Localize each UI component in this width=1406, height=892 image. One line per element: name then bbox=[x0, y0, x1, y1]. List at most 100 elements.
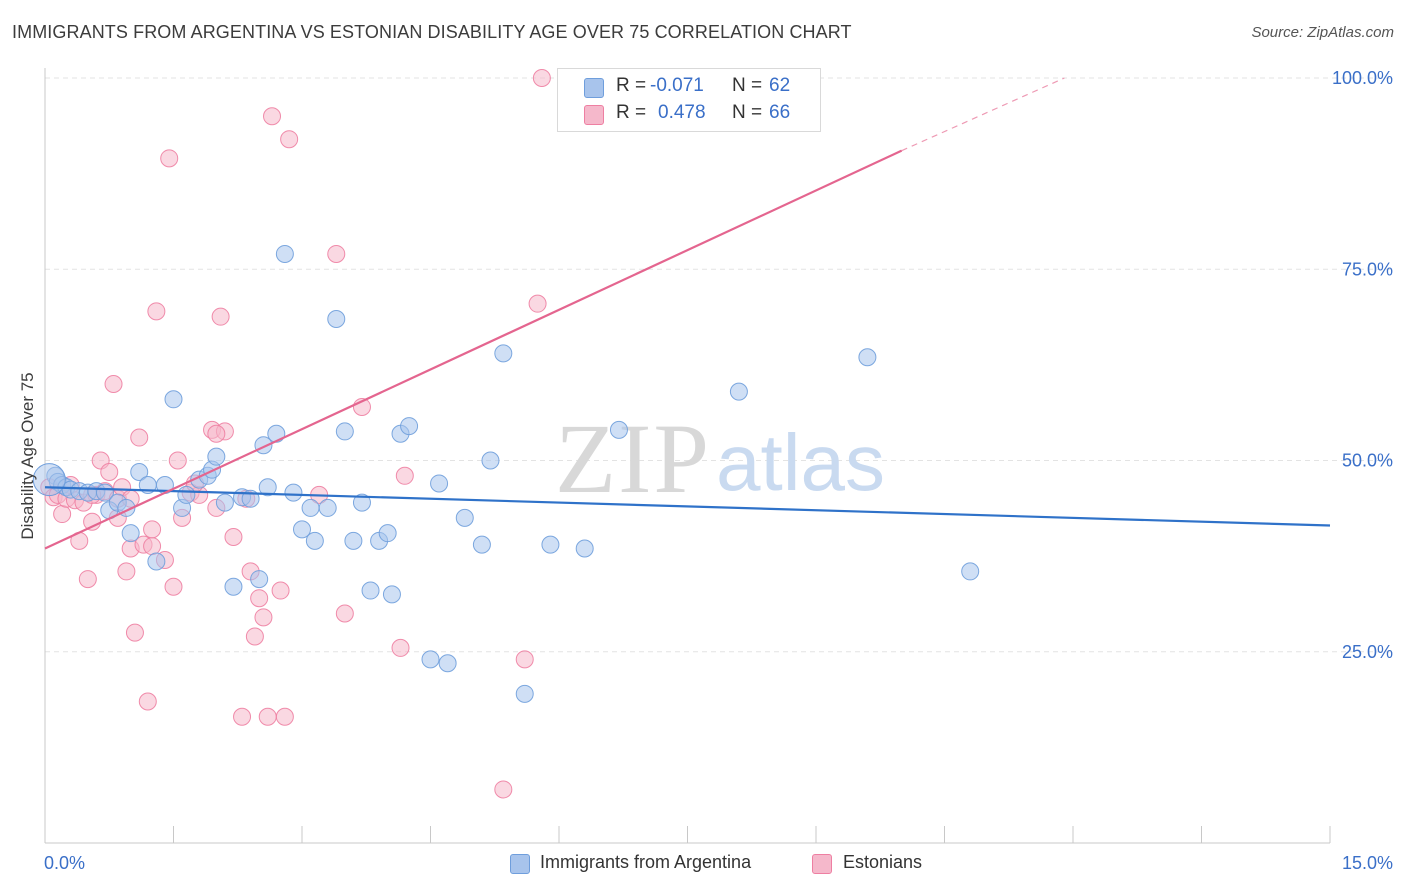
point-estonians bbox=[275, 707, 294, 726]
y-axis-label: Disability Age Over 75 bbox=[18, 372, 37, 539]
point-argentina bbox=[215, 493, 234, 512]
trend-line-estonians-extension bbox=[901, 77, 1065, 152]
point-estonians bbox=[138, 692, 157, 711]
x-tick-label: 15.0% bbox=[1342, 853, 1393, 873]
point-estonians bbox=[395, 466, 414, 485]
point-argentina bbox=[541, 535, 560, 554]
point-argentina bbox=[382, 585, 401, 604]
point-estonians bbox=[233, 707, 252, 726]
x-tick-label: 0.0% bbox=[44, 853, 85, 873]
point-estonians bbox=[528, 294, 547, 313]
point-estonians bbox=[143, 537, 162, 556]
point-estonians bbox=[147, 302, 166, 321]
point-estonians bbox=[263, 107, 282, 126]
point-estonians bbox=[515, 650, 534, 669]
point-argentina bbox=[352, 493, 371, 512]
point-argentina bbox=[121, 524, 140, 543]
point-estonians bbox=[207, 424, 226, 443]
point-argentina bbox=[430, 474, 449, 493]
point-estonians bbox=[100, 462, 119, 481]
watermark-zip: ZIP bbox=[555, 403, 711, 514]
point-argentina bbox=[515, 684, 534, 703]
legend-n-label: N = bbox=[732, 102, 763, 123]
point-estonians bbox=[254, 608, 273, 627]
point-estonians bbox=[245, 627, 264, 646]
point-estonians bbox=[160, 149, 179, 168]
watermark-atlas: atlas bbox=[716, 418, 885, 507]
point-estonians bbox=[532, 69, 551, 87]
legend-r-value: -0.071 bbox=[650, 75, 704, 96]
point-argentina bbox=[455, 508, 474, 527]
point-argentina bbox=[258, 478, 277, 497]
point-argentina bbox=[164, 390, 183, 409]
point-estonians bbox=[117, 562, 136, 581]
point-argentina bbox=[438, 654, 457, 673]
point-argentina bbox=[961, 562, 980, 581]
point-argentina bbox=[729, 382, 748, 401]
point-argentina bbox=[400, 417, 419, 436]
trend-line-argentina bbox=[44, 486, 1331, 527]
point-argentina bbox=[609, 420, 628, 439]
trend-line-estonians bbox=[44, 149, 903, 550]
point-estonians bbox=[494, 780, 513, 799]
point-estonians bbox=[391, 638, 410, 657]
axes bbox=[44, 68, 1331, 844]
point-estonians bbox=[78, 570, 97, 589]
point-estonians bbox=[164, 577, 183, 596]
point-argentina bbox=[275, 244, 294, 263]
point-argentina bbox=[421, 650, 440, 669]
watermark: ZIP atlas bbox=[555, 403, 885, 514]
point-estonians bbox=[143, 520, 162, 539]
point-estonians bbox=[130, 428, 149, 447]
point-argentina bbox=[284, 483, 303, 502]
point-estonians bbox=[53, 505, 72, 524]
bottom-legend-label-estonians: Estonians bbox=[843, 852, 923, 872]
point-estonians bbox=[211, 307, 230, 326]
point-argentina bbox=[301, 498, 320, 517]
chart-title: IMMIGRANTS FROM ARGENTINA VS ESTONIAN DI… bbox=[12, 22, 852, 42]
y-tick-label: 25.0% bbox=[1342, 642, 1393, 662]
bottom-legend-swatch-estonians bbox=[812, 854, 832, 874]
point-argentina bbox=[224, 577, 243, 596]
point-estonians bbox=[250, 589, 269, 608]
point-estonians bbox=[258, 707, 277, 726]
y-tick-label: 75.0% bbox=[1342, 259, 1393, 279]
point-argentina bbox=[361, 581, 380, 600]
point-argentina bbox=[267, 424, 286, 443]
point-estonians bbox=[104, 375, 123, 393]
point-argentina bbox=[344, 531, 363, 550]
point-argentina bbox=[481, 451, 500, 470]
y-tick-label: 50.0% bbox=[1342, 451, 1393, 471]
legend-r-label: R = bbox=[616, 102, 647, 123]
point-argentina bbox=[575, 539, 594, 558]
y-tick-labels: 25.0% 50.0% 75.0% 100.0% bbox=[1332, 68, 1393, 662]
point-argentina bbox=[378, 524, 397, 543]
x-tick-labels: 0.0% 15.0% bbox=[44, 853, 1393, 873]
legend-n-value: 66 bbox=[769, 102, 791, 123]
data-points bbox=[32, 69, 980, 799]
legend-r-label: R = bbox=[616, 75, 647, 96]
trend-lines bbox=[44, 77, 1331, 550]
bottom-legend-label-argentina: Immigrants from Argentina bbox=[540, 852, 752, 872]
point-estonians bbox=[168, 451, 187, 470]
point-argentina bbox=[250, 570, 269, 589]
point-estonians bbox=[335, 604, 354, 623]
point-argentina bbox=[32, 463, 66, 497]
point-argentina bbox=[327, 309, 346, 328]
point-argentina bbox=[305, 531, 324, 550]
point-argentina bbox=[494, 344, 513, 363]
point-argentina bbox=[177, 485, 196, 504]
point-argentina bbox=[293, 520, 311, 539]
bottom-legend-swatch-argentina bbox=[510, 854, 530, 874]
point-estonians bbox=[280, 130, 299, 149]
legend-swatch-argentina bbox=[584, 78, 604, 98]
y-tick-label: 100.0% bbox=[1332, 68, 1393, 88]
legend-n-value: 62 bbox=[769, 75, 791, 96]
correlation-legend: R = -0.071 N = 62 R = 0.478 N = 66 bbox=[557, 68, 821, 132]
legend-n-label: N = bbox=[732, 75, 763, 96]
legend-row-estonians: R = 0.478 N = 66 bbox=[558, 102, 820, 128]
point-argentina bbox=[130, 462, 149, 481]
legend-r-value: 0.478 bbox=[658, 102, 706, 123]
source-label: Source: ZipAtlas.com bbox=[1251, 24, 1394, 41]
